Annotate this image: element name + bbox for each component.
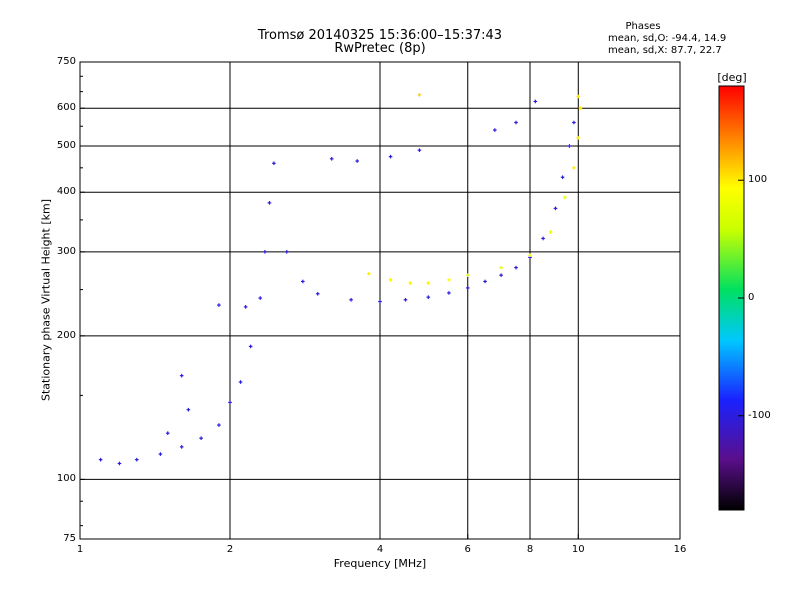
x-tick-label: 2 xyxy=(226,544,234,555)
phases-x-stats: mean, sd,X: 87.7, 22.7 xyxy=(608,45,722,56)
scatter-point-x xyxy=(417,93,422,97)
scatter-point-o xyxy=(465,286,470,290)
x-tick-label: 4 xyxy=(376,544,384,555)
scatter-point-x xyxy=(388,278,393,282)
scatter-point-o xyxy=(541,236,545,241)
scatter-point-o xyxy=(483,279,487,284)
scatter-point-x xyxy=(408,281,413,285)
chart-subtitle: RwPretec (8p) xyxy=(334,41,426,56)
colorbar-unit-label: [deg] xyxy=(717,71,747,84)
scatter-point-o xyxy=(248,344,253,349)
scatter-point-o xyxy=(349,297,353,302)
scatter-point-o xyxy=(514,120,518,125)
colorbar-ticks xyxy=(738,179,744,417)
scatter-point-o xyxy=(238,380,243,384)
scatter-point-o xyxy=(493,128,497,132)
scatter-point-o xyxy=(301,279,305,284)
scatter-point-o xyxy=(158,452,163,456)
y-tick-label: 400 xyxy=(56,186,76,198)
scatter-point-o xyxy=(134,457,139,462)
colorbar-tick-label: 100 xyxy=(748,174,768,186)
scatter-point-x xyxy=(367,271,371,276)
scatter-point-o xyxy=(267,201,272,205)
scatter-point-x xyxy=(576,136,581,140)
scatter-point-o xyxy=(179,445,184,449)
y-tick-label: 75 xyxy=(63,533,76,544)
scatter-point-x xyxy=(465,273,470,277)
chart-title: Tromsø 20140325 15:36:00–15:37:43 xyxy=(257,28,503,43)
scatter-point-o xyxy=(447,291,451,295)
scatter-point-o xyxy=(217,423,221,427)
scatter-point-x xyxy=(447,278,451,282)
scatter-point-o xyxy=(499,273,503,277)
scatter-point-o xyxy=(514,265,518,270)
scatter-point-o xyxy=(560,175,565,180)
colorbar-tick-label: 0 xyxy=(748,292,755,303)
y-axis-label: Stationary phase Virtual Height [km] xyxy=(39,198,53,402)
x-tick-label: 6 xyxy=(464,544,471,555)
x-tick-label: 8 xyxy=(526,544,534,555)
phases-heading: Phases xyxy=(625,21,661,32)
grid-lines xyxy=(80,62,680,539)
scatter-point-o xyxy=(243,305,248,309)
scatter-points xyxy=(98,93,583,466)
scatter-point-o xyxy=(388,154,393,159)
scatter-point-x xyxy=(576,94,581,99)
phases-o-stats: mean, sd,O: -94.4, 14.9 xyxy=(608,33,727,44)
y-tick-label: 750 xyxy=(56,56,76,67)
scatter-point-x xyxy=(563,195,567,200)
scatter-point-o xyxy=(567,144,572,148)
scatter-point-o xyxy=(165,431,170,435)
scatter-point-o xyxy=(533,99,538,104)
scatter-point-o xyxy=(179,373,184,378)
scatter-point-x xyxy=(572,166,576,170)
scatter-point-o xyxy=(284,250,289,254)
axis-ticks xyxy=(79,61,681,540)
scatter-point-o xyxy=(263,250,267,254)
y-tick-label: 500 xyxy=(56,139,76,151)
scatter-point-o xyxy=(572,120,576,125)
scatter-point-o xyxy=(258,296,263,300)
scatter-point-o xyxy=(315,291,320,296)
scatter-point-o xyxy=(355,159,359,163)
scatter-point-o xyxy=(217,303,221,307)
scatter-point-o xyxy=(98,457,103,462)
x-tick-label: 16 xyxy=(673,544,687,555)
y-tick-label: 100 xyxy=(56,473,76,485)
scatter-point-o xyxy=(117,461,122,466)
scatter-point-x xyxy=(528,253,532,258)
y-tick-label: 300 xyxy=(56,245,76,257)
x-axis-label: Frequency [MHz] xyxy=(333,557,427,570)
colorbar-tick-label: -100 xyxy=(748,409,771,421)
y-tick-label: 600 xyxy=(56,102,76,114)
scatter-point-o xyxy=(199,436,203,441)
scatter-point-o xyxy=(378,299,382,304)
scatter-point-o xyxy=(417,148,422,152)
x-tick-label: 10 xyxy=(571,544,585,555)
scatter-point-o xyxy=(403,297,408,302)
scatter-point-o xyxy=(272,161,276,166)
scatter-point-x xyxy=(578,106,583,111)
scatter-point-o xyxy=(329,157,334,161)
x-tick-label: 1 xyxy=(76,544,84,555)
scatter-point-o xyxy=(553,206,558,211)
y-tick-label: 200 xyxy=(56,329,76,341)
scatter-point-x xyxy=(548,230,553,234)
scatter-point-o xyxy=(426,295,431,299)
scatter-point-x xyxy=(499,265,503,270)
scatter-point-o xyxy=(228,400,232,405)
scatter-point-o xyxy=(186,407,191,412)
scatter-point-x xyxy=(426,281,431,285)
